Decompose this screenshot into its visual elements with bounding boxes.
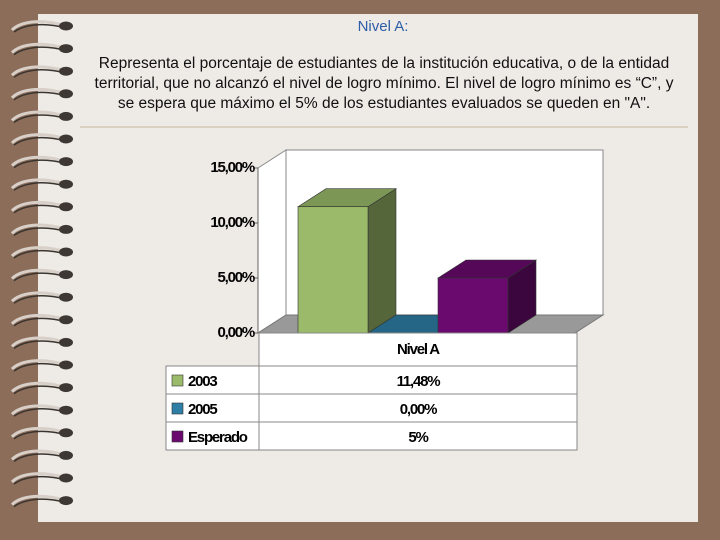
bar-front [437,277,509,334]
spiral-hole [59,134,73,144]
bar [436,259,538,334]
spiral-hole [59,405,73,415]
legend-label: 2003 [188,373,217,390]
spiral-hole [59,111,73,121]
spiral-hole [59,44,73,54]
side-wall [257,149,287,334]
spiral [10,20,73,508]
spiral-hole [59,21,73,31]
spiral-hole [59,473,73,483]
y-tick-label: 15,00% [210,159,255,176]
spiral-hole [59,337,73,347]
description: Representa el porcentaje de estudiantes … [94,55,674,112]
spiral-hole [59,202,73,212]
legend-label: Esperado [188,429,248,446]
table-header [258,332,578,367]
table-row [165,393,578,423]
bar-front [297,206,369,334]
value-label: 5% [408,429,428,446]
bar-side [367,188,397,334]
legend-label: 2005 [188,401,217,418]
spiral-hole [59,428,73,438]
slide-title: Nivel A: [358,18,409,35]
y-tick-label: 5,00% [217,269,254,286]
spiral-hole [59,270,73,280]
spiral-hole [59,224,73,234]
spiral-hole [59,66,73,76]
spiral-hole [59,315,73,325]
table-row [165,365,578,395]
table-row [165,421,578,451]
spiral-hole [59,179,73,189]
legend-swatch [171,402,184,415]
y-tick-label: 10,00% [210,214,255,231]
spiral-hole [59,383,73,393]
bar [296,188,398,334]
spiral-hole [59,157,73,167]
legend-swatch [171,374,184,387]
value-label: 0,00% [400,401,437,418]
spiral-hole [59,89,73,99]
spiral-hole [59,360,73,370]
category-label: Nivel A [397,341,440,358]
spiral-hole [59,450,73,460]
spiral-hole [59,292,73,302]
y-tick-label: 0,00% [217,324,254,341]
spiral-hole [59,496,73,506]
spiral-hole [59,247,73,257]
legend-swatch [171,430,184,443]
value-label: 11,48% [397,373,441,390]
